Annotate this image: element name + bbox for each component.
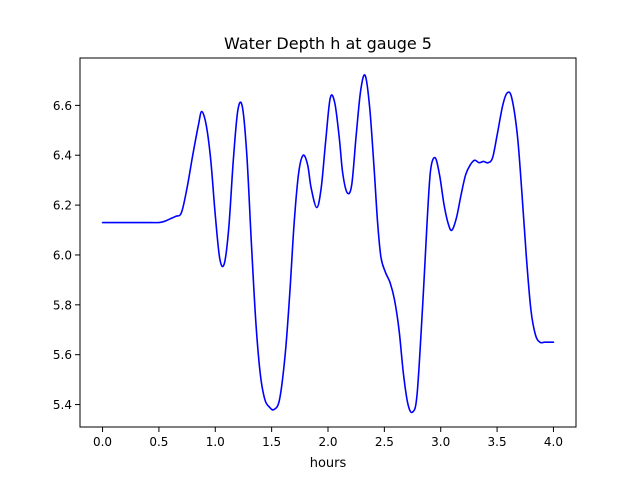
y-tick-label: 6.0 [53, 248, 72, 262]
x-tick-label: 3.0 [431, 435, 450, 449]
x-tick-label: 4.0 [544, 435, 563, 449]
x-tick-label: 0.5 [149, 435, 168, 449]
x-tick-label: 1.0 [206, 435, 225, 449]
y-axis: 5.4 5.6 5.8 6.0 6.2 6.4 6.6 [53, 99, 80, 412]
x-tick-label: 2.5 [375, 435, 394, 449]
y-tick-label: 6.6 [53, 99, 72, 113]
x-axis-label: hours [310, 456, 347, 471]
plot-frame [79, 57, 577, 428]
plot-lines [101, 74, 555, 414]
y-tick-label: 5.4 [53, 398, 72, 412]
chart-title: Water Depth h at gauge 5 [224, 34, 432, 53]
y-tick-label: 5.6 [53, 348, 72, 362]
x-tick-label: 1.5 [262, 435, 281, 449]
y-tick-label: 6.4 [53, 149, 72, 163]
x-tick-label: 2.0 [318, 435, 337, 449]
water-depth-line [101, 74, 555, 414]
x-tick-label: 0.0 [93, 435, 112, 449]
y-tick-label: 5.8 [53, 298, 72, 312]
x-tick-label: 3.5 [488, 435, 507, 449]
y-tick-label: 6.2 [53, 199, 72, 213]
x-axis: 0.0 0.5 1.0 1.5 2.0 2.5 3.0 3.5 4.0 [93, 427, 563, 449]
